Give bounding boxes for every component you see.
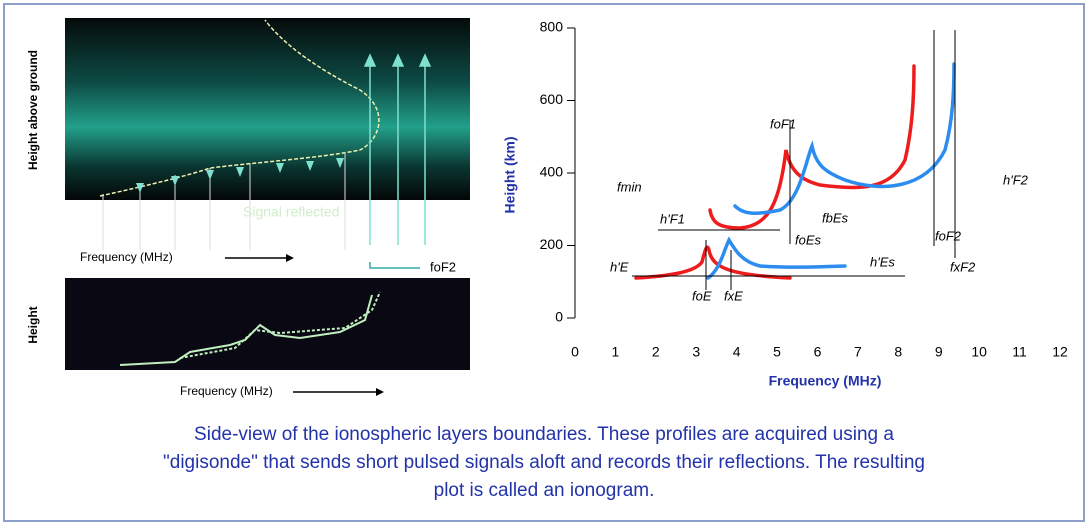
y-tick-label: 400 <box>540 164 564 180</box>
freq-arrowhead <box>376 388 384 396</box>
sky-panel <box>65 18 470 200</box>
x-tick-label: 7 <box>854 344 862 360</box>
annotation: foF1 <box>770 116 796 131</box>
x-tick-label: 5 <box>773 344 781 360</box>
ionogram-curves <box>634 62 956 280</box>
up-arrows <box>363 53 432 245</box>
x-axis-label: Frequency (MHz) <box>769 373 882 389</box>
x-tick-label: 12 <box>1052 344 1068 360</box>
annotation: h'Es <box>870 254 895 269</box>
caption-line: plot is called an ionogram. <box>433 480 655 501</box>
annotation: Signal reflected <box>243 204 340 220</box>
x-tick-label: 0 <box>571 344 579 360</box>
x-tick-label: 3 <box>692 344 700 360</box>
y-label: Height above ground <box>26 50 40 170</box>
y-axis-label: Height (km) <box>502 137 518 214</box>
x-tick-label: 11 <box>1012 344 1027 360</box>
annotation: fbEs <box>822 210 849 225</box>
annotation: foEs <box>795 232 822 247</box>
annotation: h'E <box>610 259 629 274</box>
annotation: foF2 <box>935 228 962 243</box>
trace <box>179 291 381 359</box>
x-tick-label: 1 <box>612 344 620 360</box>
x-label: Frequency (MHz) <box>180 384 273 398</box>
caption-line: Side-view of the ionospheric layers boun… <box>194 424 894 445</box>
annotation: fxF2 <box>950 259 976 274</box>
trace <box>119 294 373 366</box>
reflection-curve <box>99 19 380 197</box>
arrow-label: foF2 <box>430 259 456 274</box>
y-tick-label: 800 <box>540 19 564 35</box>
foF2-pointer <box>369 262 420 269</box>
x-tick-label: 2 <box>652 344 660 360</box>
caption-line: "digisonde" that sends short pulsed sign… <box>163 452 925 473</box>
annotation: foE <box>692 288 712 303</box>
y-tick-label: 600 <box>540 91 564 107</box>
x-tick-label: 10 <box>971 344 987 360</box>
freq-arrowhead <box>286 254 294 262</box>
annotation: h'F2 <box>1003 172 1029 187</box>
y-tick-label: 0 <box>555 309 563 325</box>
annotation: fxE <box>724 288 743 303</box>
figure: Height above ground Frequency (MHz) Sign… <box>26 18 1068 398</box>
annotation: h'F1 <box>660 211 685 226</box>
y-label: Height <box>26 306 40 343</box>
ionogram-panel <box>65 278 470 370</box>
x-tick-label: 9 <box>935 344 943 360</box>
x-tick-label: 8 <box>894 344 902 360</box>
pulse-lines <box>102 152 346 250</box>
y-tick-label: 200 <box>540 236 564 252</box>
down-arrows <box>136 158 344 193</box>
x-tick-label: 6 <box>814 344 822 360</box>
x-tick-label: 4 <box>733 344 741 360</box>
marker-lines <box>632 30 956 290</box>
x-label: Frequency (MHz) <box>80 250 173 264</box>
annotation: fmin <box>617 179 642 194</box>
